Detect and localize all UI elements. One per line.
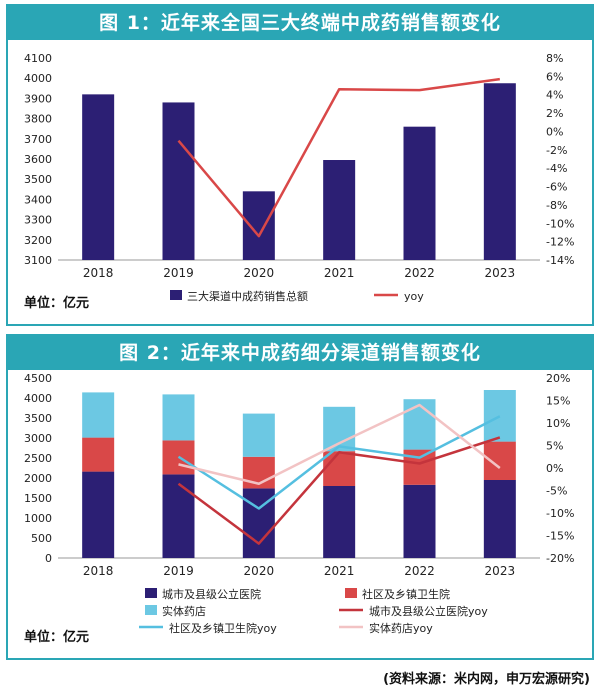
- chart2-x-tick-label: 2020: [244, 564, 275, 578]
- chart1-y-tick-label: 3800: [24, 113, 52, 126]
- chart2-y2-tick-label: 15%: [546, 395, 570, 408]
- chart2-y2-tick-label: -20%: [546, 552, 574, 565]
- chart1-bar: [162, 102, 195, 260]
- chart2-bar: [82, 471, 115, 558]
- chart1-y2-tick-label: -6%: [546, 181, 567, 194]
- chart2-y-tick-label: 3500: [24, 412, 52, 425]
- chart1-unit-label: 单位：亿元: [24, 296, 90, 311]
- chart1-legend-swatch: [170, 290, 182, 300]
- chart1-bar: [82, 94, 115, 260]
- chart2-bar: [162, 474, 195, 558]
- chart2-line-series: [177, 436, 501, 545]
- chart2-y2-tick-label: 0%: [546, 462, 563, 475]
- chart1-y2-tick-label: -2%: [546, 144, 567, 157]
- chart1-bar: [242, 191, 275, 260]
- chart2-y2-tick-label: -5%: [546, 485, 567, 498]
- chart2-bar: [82, 392, 115, 438]
- chart1-y-tick-label: 3900: [24, 92, 52, 105]
- chart2-x-tick-label: 2019: [163, 564, 194, 578]
- chart2-bar: [483, 390, 516, 442]
- chart1-y2-tick-label: -8%: [546, 199, 567, 212]
- chart1-x-tick-label: 2021: [324, 266, 355, 280]
- chart1-bar: [403, 126, 436, 261]
- chart2-x-tick-label: 2021: [324, 564, 355, 578]
- chart2-legend-label: 城市及县级公立医院yoy: [369, 604, 488, 618]
- chart1-y-tick-label: 3200: [24, 234, 52, 247]
- chart2-y2-tick-label: -10%: [546, 507, 574, 520]
- chart2-unit-label: 单位：亿元: [24, 630, 90, 645]
- chart2-bar: [403, 484, 436, 558]
- chart1-title: 图 1：近年来全国三大终端中成药销售额变化: [8, 6, 592, 40]
- chart1-y2-tick-label: -10%: [546, 217, 574, 230]
- chart2-bar: [483, 480, 516, 558]
- chart1-legend-label: 三大渠道中成药销售总额: [187, 289, 308, 303]
- chart2-svg: 0 500 1000 1500 2000 2500 3000 3500 4000 4500 20% 1…: [24, 372, 574, 635]
- chart1-y2-tick-label: 6%: [546, 70, 563, 83]
- chart2-legend-label: 社区及乡镇卫生院yoy: [169, 621, 277, 635]
- chart2-x-tick-label: 2018: [83, 564, 114, 578]
- chart2-x-tick-label: 2023: [485, 564, 516, 578]
- chart1-y2-tick-label: 8%: [546, 52, 563, 65]
- chart1-legend-label: yoy: [404, 290, 424, 303]
- chart2-legend-label: 实体药店: [162, 604, 206, 618]
- chart1-y-tick-label: 3500: [24, 173, 52, 186]
- chart2-y2-tick-label: 10%: [546, 417, 570, 430]
- chart2-line-series: [178, 403, 501, 485]
- chart2-y-tick-label: 3000: [24, 432, 52, 445]
- chart2-x-tick-label: 2022: [404, 564, 435, 578]
- chart1-x-tick-label: 2020: [244, 266, 275, 280]
- chart2-legend-swatch: [345, 588, 357, 598]
- chart2-legend-label: 社区及乡镇卫生院: [362, 587, 450, 601]
- chart2-y-tick-label: 2500: [24, 452, 52, 465]
- chart2-y-tick-label: 1000: [24, 512, 52, 525]
- chart2-title: 图 2：近年来中成药细分渠道销售额变化: [8, 336, 592, 370]
- chart2-legend-label: 城市及县级公立医院: [162, 587, 261, 601]
- chart2-y-tick-label: 4000: [24, 392, 52, 405]
- chart2-bar: [323, 486, 356, 558]
- chart2-legend-swatch: [145, 588, 157, 598]
- chart2-y2-tick-label: -15%: [546, 530, 574, 543]
- chart1-y2-tick-label: 0%: [546, 125, 563, 138]
- chart1-y2-tick-label: -14%: [546, 254, 574, 267]
- chart2-bar: [82, 437, 115, 472]
- chart2-y-tick-label: 500: [31, 532, 52, 545]
- chart1-x-tick-label: 2019: [163, 266, 194, 280]
- chart1-y-tick-label: 4000: [24, 72, 52, 85]
- chart1-bar: [483, 83, 516, 260]
- chart2-line-series: [177, 415, 501, 510]
- chart1-x-tick-label: 2022: [404, 266, 435, 280]
- chart2-bar: [323, 451, 356, 486]
- chart2-y2-tick-label: 20%: [546, 372, 570, 385]
- chart1-y2-tick-label: -4%: [546, 162, 567, 175]
- chart1-y-tick-label: 3700: [24, 133, 52, 146]
- chart2-y-tick-label: 0: [45, 552, 52, 565]
- chart2-bar: [403, 399, 436, 450]
- chart1-svg: 3100 3200 3300 3400 3500 3600 3700 3800 3900 4000…: [24, 52, 574, 303]
- chart2-legend-swatch: [145, 605, 157, 615]
- chart1-y-tick-label: 4100: [24, 52, 52, 65]
- chart1-y-tick-label: 3400: [24, 193, 52, 206]
- chart1-y2-tick-label: -12%: [546, 236, 574, 249]
- chart1-y-tick-label: 3100: [24, 254, 52, 267]
- chart1-y-tick-label: 3600: [24, 153, 52, 166]
- chart2-bar: [242, 413, 275, 457]
- chart1-y2-tick-label: 2%: [546, 107, 563, 120]
- chart1-x-tick-label: 2023: [485, 266, 516, 280]
- chart1-y2-tick-label: 4%: [546, 89, 563, 102]
- chart2-y2-tick-label: 5%: [546, 440, 563, 453]
- chart1-x-tick-label: 2018: [83, 266, 114, 280]
- chart2-legend-label: 实体药店yoy: [369, 621, 433, 635]
- chart2-y-tick-label: 1500: [24, 492, 52, 505]
- chart1-y-tick-label: 3300: [24, 214, 52, 227]
- chart2-y-tick-label: 4500: [24, 372, 52, 385]
- chart2-y-tick-label: 2000: [24, 472, 52, 485]
- chart1-line-series: [177, 77, 501, 238]
- chart2-bar: [162, 394, 195, 441]
- chart1-bar: [323, 160, 356, 260]
- source-note: (资料来源：米内网，申万宏源研究): [383, 672, 590, 687]
